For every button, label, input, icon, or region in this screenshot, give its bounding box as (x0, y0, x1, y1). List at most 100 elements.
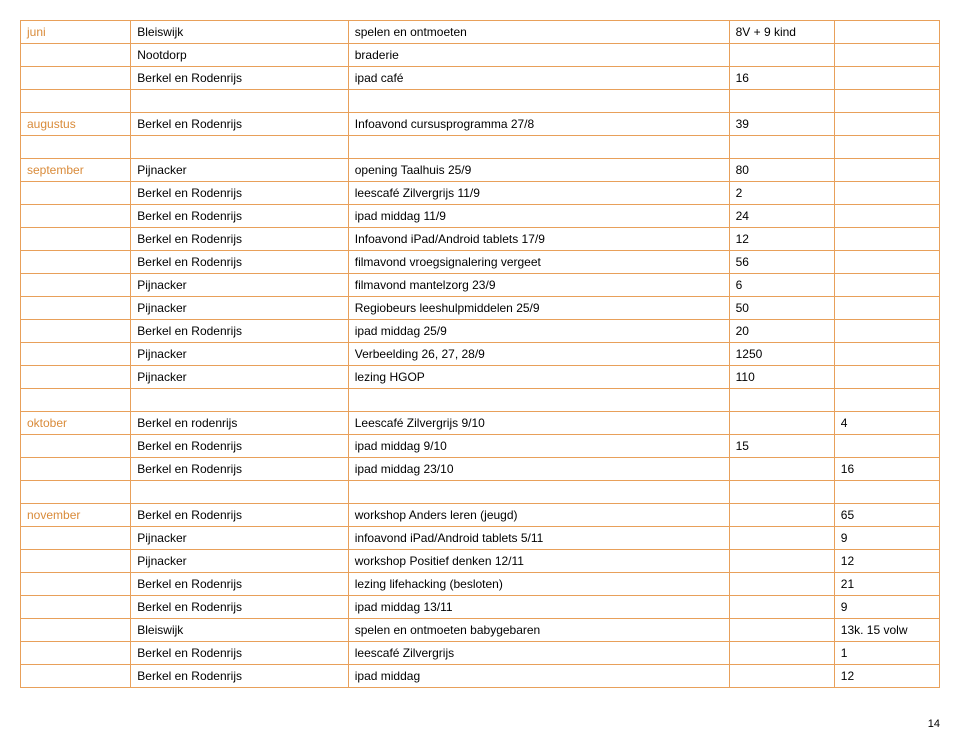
event-cell: Leescafé Zilvergrijs 9/10 (348, 412, 729, 435)
table-row: PijnackerRegiobeurs leeshulpmiddelen 25/… (21, 297, 940, 320)
value-cell-b (834, 297, 939, 320)
location-cell: Pijnacker (131, 343, 348, 366)
table-row: juniBleiswijkspelen en ontmoeten8V + 9 k… (21, 21, 940, 44)
value-cell-b (834, 251, 939, 274)
location-cell: Pijnacker (131, 297, 348, 320)
table-row: novemberBerkel en Rodenrijsworkshop Ande… (21, 504, 940, 527)
month-cell (21, 274, 131, 297)
event-cell: Infoavond cursusprogramma 27/8 (348, 113, 729, 136)
event-cell: opening Taalhuis 25/9 (348, 159, 729, 182)
table-row (21, 90, 940, 113)
month-cell (21, 320, 131, 343)
value-cell-a: 15 (729, 435, 834, 458)
location-cell: Berkel en Rodenrijs (131, 504, 348, 527)
event-cell (348, 481, 729, 504)
table-row: Berkel en Rodenrijsipad café16 (21, 67, 940, 90)
value-cell-a: 80 (729, 159, 834, 182)
month-cell: november (21, 504, 131, 527)
event-cell: Verbeelding 26, 27, 28/9 (348, 343, 729, 366)
event-cell: Regiobeurs leeshulpmiddelen 25/9 (348, 297, 729, 320)
event-cell: lezing HGOP (348, 366, 729, 389)
value-cell-a (729, 481, 834, 504)
event-cell: leescafé Zilvergrijs 11/9 (348, 182, 729, 205)
month-cell (21, 44, 131, 67)
table-row: Berkel en Rodenrijsipad middag12 (21, 665, 940, 688)
value-cell-b: 9 (834, 527, 939, 550)
location-cell: Pijnacker (131, 550, 348, 573)
month-cell: oktober (21, 412, 131, 435)
value-cell-a (729, 458, 834, 481)
location-cell (131, 90, 348, 113)
value-cell-b (834, 159, 939, 182)
month-cell (21, 458, 131, 481)
value-cell-b (834, 481, 939, 504)
table-row: Berkel en Rodenrijsipad middag 13/119 (21, 596, 940, 619)
table-row: Pijnackerinfoavond iPad/Android tablets … (21, 527, 940, 550)
value-cell-a (729, 44, 834, 67)
value-cell-b: 65 (834, 504, 939, 527)
event-cell: filmavond vroegsignalering vergeet (348, 251, 729, 274)
value-cell-a (729, 90, 834, 113)
location-cell: Berkel en Rodenrijs (131, 228, 348, 251)
value-cell-a: 2 (729, 182, 834, 205)
location-cell: Pijnacker (131, 366, 348, 389)
value-cell-b: 21 (834, 573, 939, 596)
table-row (21, 389, 940, 412)
month-cell (21, 550, 131, 573)
month-cell (21, 251, 131, 274)
value-cell-b: 9 (834, 596, 939, 619)
value-cell-a: 8V + 9 kind (729, 21, 834, 44)
month-cell (21, 665, 131, 688)
location-cell: Berkel en Rodenrijs (131, 67, 348, 90)
value-cell-b (834, 389, 939, 412)
value-cell-b (834, 182, 939, 205)
event-cell: filmavond mantelzorg 23/9 (348, 274, 729, 297)
month-cell (21, 136, 131, 159)
table-row: Berkel en Rodenrijsleescafé Zilvergrijs1 (21, 642, 940, 665)
table-row (21, 136, 940, 159)
event-cell: ipad café (348, 67, 729, 90)
month-cell (21, 527, 131, 550)
value-cell-a: 6 (729, 274, 834, 297)
table-row: PijnackerVerbeelding 26, 27, 28/91250 (21, 343, 940, 366)
value-cell-b (834, 21, 939, 44)
month-cell (21, 297, 131, 320)
value-cell-a (729, 619, 834, 642)
value-cell-a: 56 (729, 251, 834, 274)
event-cell: leescafé Zilvergrijs (348, 642, 729, 665)
month-cell (21, 343, 131, 366)
event-cell: braderie (348, 44, 729, 67)
value-cell-a (729, 642, 834, 665)
location-cell: Berkel en Rodenrijs (131, 435, 348, 458)
month-cell (21, 182, 131, 205)
value-cell-b (834, 205, 939, 228)
month-cell: augustus (21, 113, 131, 136)
location-cell: Berkel en Rodenrijs (131, 642, 348, 665)
value-cell-a: 1250 (729, 343, 834, 366)
location-cell (131, 136, 348, 159)
value-cell-a (729, 596, 834, 619)
event-cell: spelen en ontmoeten babygebaren (348, 619, 729, 642)
value-cell-b (834, 228, 939, 251)
value-cell-a: 12 (729, 228, 834, 251)
event-cell: ipad middag 11/9 (348, 205, 729, 228)
event-cell: ipad middag 23/10 (348, 458, 729, 481)
month-cell (21, 435, 131, 458)
location-cell: Pijnacker (131, 527, 348, 550)
value-cell-a: 24 (729, 205, 834, 228)
month-cell (21, 205, 131, 228)
event-cell (348, 136, 729, 159)
location-cell: Berkel en Rodenrijs (131, 113, 348, 136)
event-cell: ipad middag 13/11 (348, 596, 729, 619)
value-cell-a (729, 389, 834, 412)
location-cell: Nootdorp (131, 44, 348, 67)
month-cell (21, 228, 131, 251)
month-cell (21, 67, 131, 90)
value-cell-a: 110 (729, 366, 834, 389)
table-row: Berkel en Rodenrijsipad middag 9/1015 (21, 435, 940, 458)
value-cell-b (834, 136, 939, 159)
value-cell-b: 16 (834, 458, 939, 481)
table-row: Berkel en Rodenrijsipad middag 25/920 (21, 320, 940, 343)
table-row: Berkel en RodenrijsInfoavond iPad/Androi… (21, 228, 940, 251)
value-cell-a (729, 665, 834, 688)
